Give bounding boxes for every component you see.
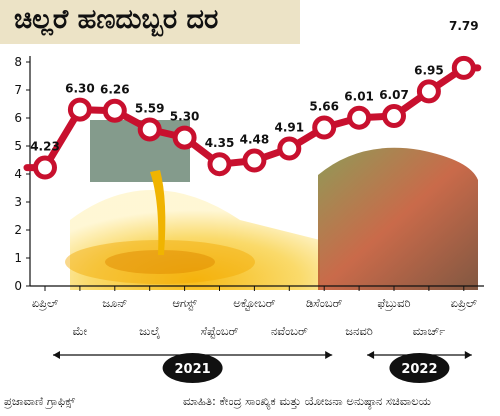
x-tick-label: ಏಪ್ರಿಲ್	[451, 296, 477, 310]
year-label: 2022	[401, 362, 437, 377]
y-tick-label: 8	[14, 55, 22, 69]
year-span-arrow-left	[367, 351, 375, 359]
data-point-marker	[67, 97, 92, 122]
year-badge	[162, 353, 223, 383]
oil-ripple-inner-image	[105, 250, 215, 274]
year-badge	[389, 353, 450, 383]
year-span-arrow-right	[325, 351, 333, 359]
y-tick-label: 1	[14, 251, 22, 265]
year-bars: 2021 2022	[53, 351, 472, 383]
year-span-arrow-right	[464, 351, 472, 359]
data-value-label: 7.79	[449, 19, 479, 33]
x-tick-label: ಅಕ್ಟೋಬರ್	[233, 296, 275, 310]
data-value-label: 5.66	[309, 100, 339, 114]
data-value-label: 5.59	[135, 101, 165, 115]
data-point-marker	[277, 136, 302, 161]
data-point-marker	[312, 115, 337, 140]
oil-stream-image	[150, 170, 166, 255]
y-axis: 0 1 2 3 4 5 6 7 8	[14, 55, 31, 293]
data-point-marker	[172, 125, 197, 150]
data-value-label: 4.48	[240, 133, 270, 147]
data-point-marker	[451, 55, 476, 80]
footer-source: ಮಾಹಿತಿ: ಕೇಂದ್ರ ಸಾಂಖ್ಯಿಕ ಮತ್ತು ಯೋಜನಾ ಅನುಷ…	[183, 394, 431, 408]
data-point-marker	[242, 148, 267, 173]
x-axis: ಏಪ್ರಿಲ್ ಮೇ ಜೂನ್ ಜುಲೈ ಆಗಸ್ಟ್ ಸೆಪ್ಟೆಂಬರ್ ಅಕ್ಟೋಬರ…	[30, 285, 484, 339]
x-tick-label: ಸೆಪ್ಟೆಂಬರ್	[201, 324, 239, 338]
title-banner	[0, 0, 300, 44]
data-point-marker	[382, 104, 406, 129]
data-value-label: 6.30	[65, 82, 95, 96]
year-span-arrow-left	[53, 351, 60, 359]
data-value-label: 4.23	[30, 140, 60, 154]
y-tick-label: 6	[14, 111, 22, 125]
x-tick-label: ಏಪ್ರಿಲ್	[32, 296, 58, 310]
data-value-label: 6.95	[414, 63, 444, 77]
chart-title: ಚಿಲ್ಲರೆ ಹಣದುಬ್ಬರ ದರ	[14, 4, 219, 35]
x-tick-label: ಮಾರ್ಚ್	[413, 324, 446, 338]
y-tick-label: 7	[14, 83, 22, 97]
x-tick-label: ಆಗಸ್ಟ್	[172, 296, 197, 310]
food-image	[318, 147, 478, 290]
background-art	[65, 120, 478, 290]
value-labels: 4.23 6.30 6.26 5.59 5.30 4.35 4.48 4.91 5.66 6.01…	[30, 19, 478, 154]
x-tick-label: ಜೂನ್	[102, 296, 127, 310]
year-label: 2021	[175, 362, 211, 377]
x-tick-label: ನವೆಂಬರ್	[271, 324, 308, 338]
data-point-marker	[416, 79, 441, 104]
y-tick-label: 5	[14, 139, 22, 153]
x-tick-label: ಡಿಸೆಂಬರ್	[306, 296, 343, 310]
data-value-label: 6.26	[100, 83, 130, 97]
data-value-label: 4.35	[205, 136, 235, 150]
x-tick-label: ಫೆಬ್ರುವರಿ	[377, 296, 410, 310]
y-tick-label: 0	[14, 279, 22, 293]
y-tick-label: 2	[14, 223, 22, 237]
data-point-marker	[137, 117, 162, 142]
x-tick-label: ಜನವರಿ	[345, 324, 373, 338]
data-value-label: 6.01	[344, 90, 374, 104]
data-point-marker	[207, 152, 232, 177]
y-tick-label: 4	[14, 167, 22, 181]
y-tick-label: 3	[14, 195, 22, 209]
data-point-marker	[347, 105, 372, 130]
footer-credit: ಪ್ರಜಾವಾಣಿ ಗ್ರಾಫಿಕ್ಸ್	[4, 394, 76, 408]
data-point-marker	[33, 155, 57, 180]
series-markers	[33, 55, 476, 180]
data-point-marker	[102, 98, 127, 123]
x-tick-label: ಜುಲೈ	[139, 324, 160, 339]
data-value-label: 5.30	[170, 110, 200, 124]
x-tick-label: ಮೇ	[73, 324, 88, 338]
data-value-label: 6.07	[379, 88, 409, 102]
data-value-label: 4.91	[274, 121, 304, 135]
